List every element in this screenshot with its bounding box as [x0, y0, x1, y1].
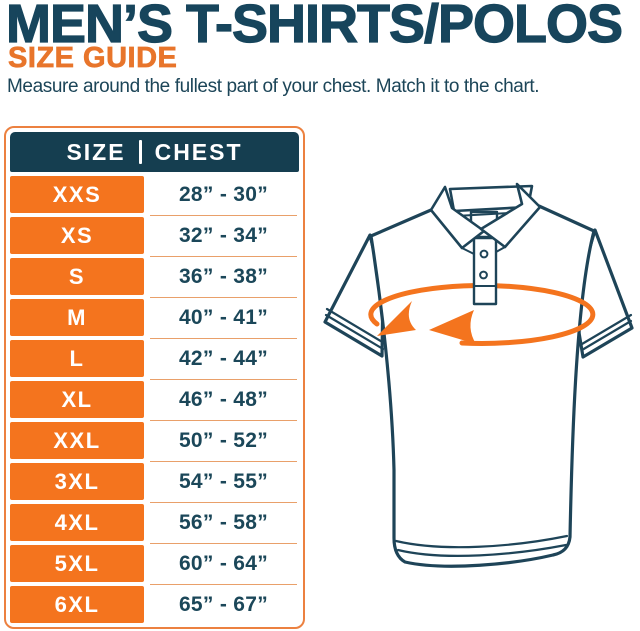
- measure-instructions: Measure around the fullest part of your …: [7, 76, 540, 97]
- chest-cell: 54” - 55”: [148, 460, 299, 500]
- size-cell: 5XL: [10, 545, 144, 582]
- size-chart-table: SIZE CHEST XXS 28” - 30” XS 32” - 34” S 36” -…: [4, 126, 305, 629]
- size-cell: XS: [10, 217, 144, 254]
- arrow-left-icon: [429, 310, 476, 344]
- table-row: XS 32” - 34”: [10, 214, 299, 254]
- chest-cell: 50” - 52”: [148, 419, 299, 459]
- hem-line-upper: [394, 534, 569, 549]
- table-row: 5XL 60” - 64”: [10, 542, 299, 582]
- hem-line-lower: [396, 543, 568, 557]
- size-cell: XXS: [10, 176, 144, 213]
- polo-shirt-illustration: [310, 140, 640, 600]
- chest-cell: 46” - 48”: [148, 378, 299, 418]
- page-subtitle: SIZE GUIDE: [8, 42, 178, 75]
- size-column-header: SIZE: [66, 138, 126, 165]
- size-cell: 3XL: [10, 463, 144, 500]
- chest-cell: 40” - 41”: [148, 296, 299, 336]
- header-divider: [138, 140, 142, 164]
- chest-cell: 28” - 30”: [148, 176, 299, 213]
- size-table-body: XXS 28” - 30” XS 32” - 34” S 36” - 38” M 40” - …: [10, 176, 299, 623]
- size-cell: 6XL: [10, 586, 144, 623]
- size-cell: 4XL: [10, 504, 144, 541]
- table-row: XXS 28” - 30”: [10, 176, 299, 213]
- chest-cell: 36” - 38”: [148, 255, 299, 295]
- size-cell: XXL: [10, 422, 144, 459]
- button-icon: [479, 249, 489, 259]
- size-cell: M: [10, 299, 144, 336]
- shirt-body: [369, 204, 596, 568]
- button-icon: [479, 270, 488, 280]
- table-row: 4XL 56” - 58”: [10, 501, 299, 541]
- chest-cell: 32” - 34”: [148, 214, 299, 254]
- chest-cell: 65” - 67”: [148, 583, 299, 623]
- placket: [472, 236, 498, 306]
- size-cell: L: [10, 340, 144, 377]
- table-row: XL 46” - 48”: [10, 378, 299, 418]
- size-cell: S: [10, 258, 144, 295]
- collar: [429, 182, 542, 255]
- chest-measure-ellipse: [368, 282, 596, 346]
- table-header-row: SIZE CHEST: [10, 132, 299, 172]
- table-row: M 40” - 41”: [10, 296, 299, 336]
- table-row: L 42” - 44”: [10, 337, 299, 377]
- chest-cell: 42” - 44”: [148, 337, 299, 377]
- table-row: 3XL 54” - 55”: [10, 460, 299, 500]
- chest-cell: 60” - 64”: [148, 542, 299, 582]
- table-row: XXL 50” - 52”: [10, 419, 299, 459]
- polo-shirt-svg: [323, 182, 634, 568]
- size-cell: XL: [10, 381, 144, 418]
- arrow-down-left-icon: [377, 301, 416, 336]
- table-row: S 36” - 38”: [10, 255, 299, 295]
- chest-column-header: CHEST: [154, 138, 243, 165]
- table-row: 6XL 65” - 67”: [10, 583, 299, 623]
- page-title: MEN’S T-SHIRTS/POLOS: [5, 0, 623, 54]
- measure-arrows: [377, 301, 476, 344]
- chest-cell: 56” - 58”: [148, 501, 299, 541]
